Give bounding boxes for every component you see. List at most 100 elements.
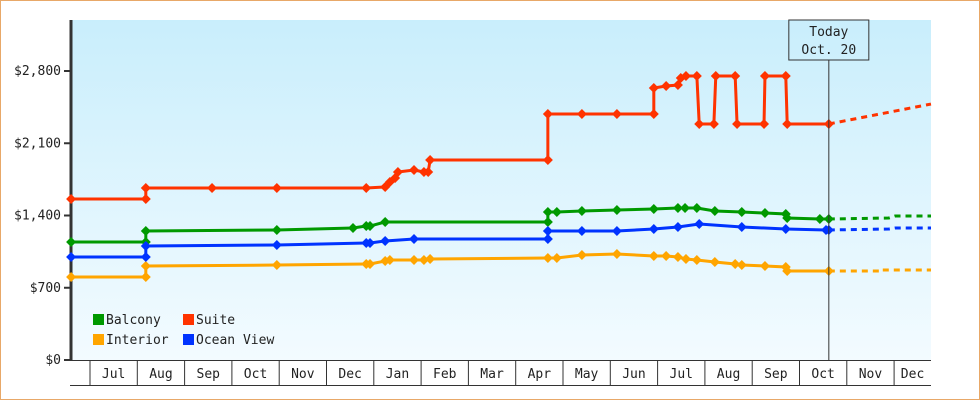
plot-area <box>71 20 931 360</box>
interior-forecast-line <box>828 268 931 273</box>
series-layer <box>66 70 932 283</box>
interior-point <box>542 253 553 264</box>
balcony-point <box>759 208 770 219</box>
suite-point <box>732 118 743 129</box>
month-label: Nov <box>291 367 315 382</box>
ocean-view-point <box>694 218 705 229</box>
suite-point <box>361 182 372 193</box>
month-label: Oct <box>244 367 267 382</box>
balcony-point <box>347 222 358 233</box>
suite-point <box>759 70 770 81</box>
suite-point <box>423 166 434 177</box>
balcony-point <box>542 217 553 228</box>
month-label: Oct <box>811 367 834 382</box>
interior-point <box>384 254 395 265</box>
ocean-view-point <box>140 251 151 262</box>
interior-point <box>66 272 77 283</box>
y-tick-label: $0 <box>45 353 61 368</box>
interior-point <box>661 250 672 261</box>
month-label: Feb <box>433 367 457 382</box>
interior-point <box>730 259 741 270</box>
ocean-view-point <box>576 225 587 236</box>
interior-point <box>418 254 429 265</box>
ocean-view-point <box>736 221 747 232</box>
today-date: Oct. 20 <box>801 43 856 58</box>
ocean-view-point <box>140 240 151 251</box>
legend-label-suite: Suite <box>196 313 235 328</box>
y-axis: $0 $700 $1,400 $2,100 $2,800 <box>14 20 73 368</box>
suite-point <box>661 80 672 91</box>
suite-point <box>782 118 793 129</box>
suite-point <box>710 70 721 81</box>
ocean-view-point <box>648 224 659 235</box>
balcony-point <box>611 205 622 216</box>
month-label: May <box>575 367 599 382</box>
interior-point <box>409 254 420 265</box>
ocean-view-point <box>611 225 622 236</box>
legend-swatch-interior <box>93 334 104 345</box>
balcony-point <box>66 237 77 248</box>
balcony-point <box>672 202 683 213</box>
y-tick-label: $1,400 <box>14 209 61 224</box>
interior-point <box>365 259 376 270</box>
suite-point <box>708 118 719 129</box>
ocean-view-point <box>542 234 553 245</box>
suite-point <box>694 118 705 129</box>
month-label: Jan <box>386 367 409 382</box>
month-label: Apr <box>528 367 552 382</box>
suite-point <box>680 70 691 81</box>
suite-point <box>425 154 436 165</box>
y-tick-label: $2,100 <box>14 136 61 151</box>
balcony-point <box>782 212 793 223</box>
interior-point <box>425 253 436 264</box>
suite-point <box>140 182 151 193</box>
balcony-point <box>736 206 747 217</box>
suite-point <box>542 109 553 120</box>
suite-point <box>780 70 791 81</box>
legend-label-interior: Interior <box>106 333 169 348</box>
balcony-point <box>814 214 825 225</box>
ocean-view-point <box>780 224 791 235</box>
suite-point <box>648 109 659 120</box>
legend-swatch-ocean-view <box>183 334 194 345</box>
suite-point <box>66 193 77 204</box>
legend-label-ocean-view: Ocean View <box>196 333 274 348</box>
ocean-view-point <box>672 221 683 232</box>
interior-point <box>576 250 587 261</box>
balcony-point <box>140 225 151 236</box>
suite-point <box>648 83 659 94</box>
balcony-point <box>576 205 587 216</box>
ocean-view-point <box>542 225 553 236</box>
today-box <box>788 19 870 61</box>
interior-point <box>271 260 282 271</box>
interior-point <box>672 251 683 262</box>
y-tick-label: $2,800 <box>14 64 61 79</box>
suite-point <box>207 182 218 193</box>
today-label: Today <box>809 25 848 40</box>
month-label: Nov <box>859 367 883 382</box>
suite-point <box>542 154 553 165</box>
today-marker: Today Oct. 20 <box>788 19 870 360</box>
balcony-point <box>709 205 720 216</box>
y-tick-label: $700 <box>30 281 61 296</box>
month-label: Jun <box>622 367 645 382</box>
month-label: Jul <box>670 367 693 382</box>
series-interior <box>66 249 931 283</box>
series-ocean-view <box>66 218 931 262</box>
month-label: Sep <box>764 367 788 382</box>
suite-point <box>759 118 770 129</box>
suite-point <box>271 182 282 193</box>
month-label: Dec <box>901 367 924 382</box>
interior-point <box>782 266 793 277</box>
interior-point <box>691 254 702 265</box>
interior-point <box>709 256 720 267</box>
suite-point <box>392 166 403 177</box>
balcony-point <box>380 217 391 228</box>
series-balcony <box>66 202 931 248</box>
month-label: Dec <box>338 367 361 382</box>
interior-point <box>759 260 770 271</box>
month-label: Aug <box>149 367 172 382</box>
suite-point <box>730 70 741 81</box>
